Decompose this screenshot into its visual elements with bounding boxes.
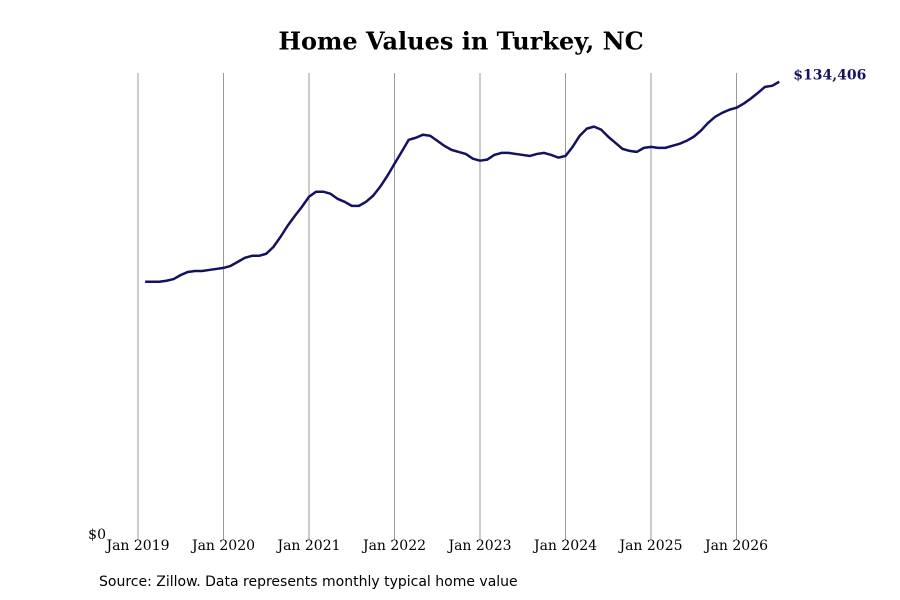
x-tick-label: Jan 2019 xyxy=(104,538,169,554)
x-tick-label: Jan 2020 xyxy=(190,538,255,554)
x-tick-label: Jan 2024 xyxy=(532,538,597,554)
x-tick-label: Jan 2023 xyxy=(446,538,511,554)
x-tick-label: Jan 2026 xyxy=(703,538,768,554)
x-tick-label: Jan 2022 xyxy=(361,538,426,554)
end-value-label: $134,406 xyxy=(793,68,866,84)
chart-title: Home Values in Turkey, NC xyxy=(278,27,643,56)
x-tick-label: Jan 2025 xyxy=(617,538,682,554)
data-line xyxy=(145,80,780,283)
x-tick-label: Jan 2021 xyxy=(275,538,340,554)
source-note: Source: Zillow. Data represents monthly … xyxy=(99,574,518,590)
y-tick-label: $0 xyxy=(88,527,106,543)
